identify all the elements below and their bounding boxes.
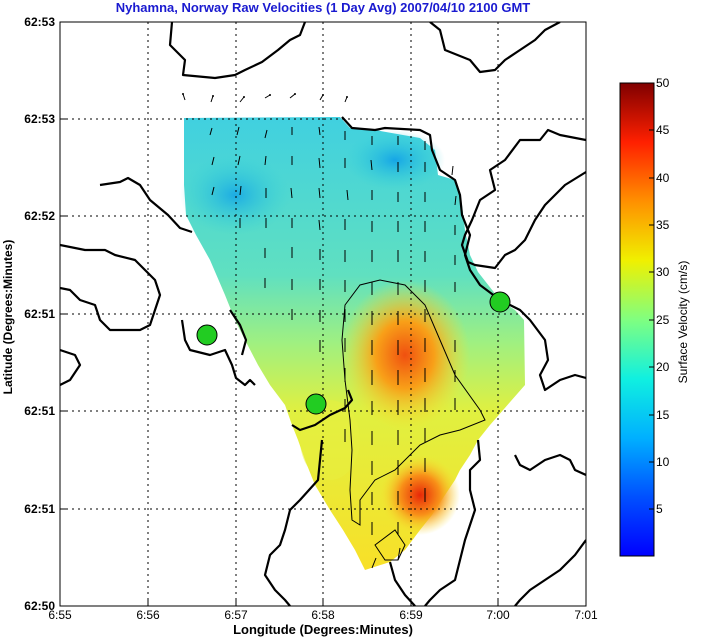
colorbar-tick-label: 40 bbox=[656, 171, 670, 185]
chart-title: Nyhamna, Norway Raw Velocities (1 Day Av… bbox=[115, 0, 531, 15]
y-tick-label: 62:51 bbox=[24, 502, 55, 516]
colorbar-ticks bbox=[649, 82, 654, 510]
colorbar-tick-label: 35 bbox=[656, 218, 670, 232]
station-marker[interactable] bbox=[489, 291, 511, 313]
colorbar-tick-label: 50 bbox=[656, 76, 670, 90]
colorbar-tick-label: 15 bbox=[656, 408, 670, 422]
x-axis-label: Longitude (Degrees:Minutes) bbox=[233, 622, 413, 637]
colorbar-tick-label: 25 bbox=[656, 313, 670, 327]
arrow-heads bbox=[182, 93, 348, 98]
colorbar-tick-label: 45 bbox=[656, 123, 670, 137]
colorbar-tick-label: 30 bbox=[656, 265, 670, 279]
x-tick-label: 6:57 bbox=[224, 608, 248, 622]
y-tick-label: 62:53 bbox=[24, 15, 55, 29]
coastline bbox=[60, 22, 586, 606]
colorbar-label: Surface Velocity (cm/s) bbox=[676, 260, 690, 384]
radar-stations bbox=[196, 291, 511, 415]
colorbar bbox=[619, 82, 655, 557]
colorbar-tick-label: 20 bbox=[656, 360, 670, 374]
y-tick-label: 62:52 bbox=[24, 209, 55, 223]
x-tick-label: 6:56 bbox=[136, 608, 160, 622]
y-tick-label: 62:51 bbox=[24, 307, 55, 321]
x-tick-label: 6:59 bbox=[399, 608, 423, 622]
colorbar-tick-label: 10 bbox=[656, 455, 670, 469]
y-tick-label: 62:50 bbox=[24, 599, 55, 613]
x-tick-label: 6:55 bbox=[48, 608, 72, 622]
colorbar-tick-label: 5 bbox=[656, 502, 663, 516]
x-tick-label: 6:58 bbox=[311, 608, 335, 622]
gridlines bbox=[60, 22, 586, 606]
y-tick-label: 62:53 bbox=[24, 112, 55, 126]
velocity-field bbox=[180, 117, 525, 570]
station-marker[interactable] bbox=[196, 324, 218, 346]
velocity-arrows bbox=[182, 93, 457, 569]
axis-ticks bbox=[60, 118, 499, 606]
x-tick-label: 7:01 bbox=[574, 608, 598, 622]
station-marker[interactable] bbox=[305, 393, 327, 415]
y-axis-label: Latitude (Degrees:Minutes) bbox=[1, 239, 15, 395]
y-tick-label: 62:51 bbox=[24, 404, 55, 418]
x-tick-label: 7:00 bbox=[486, 608, 510, 622]
